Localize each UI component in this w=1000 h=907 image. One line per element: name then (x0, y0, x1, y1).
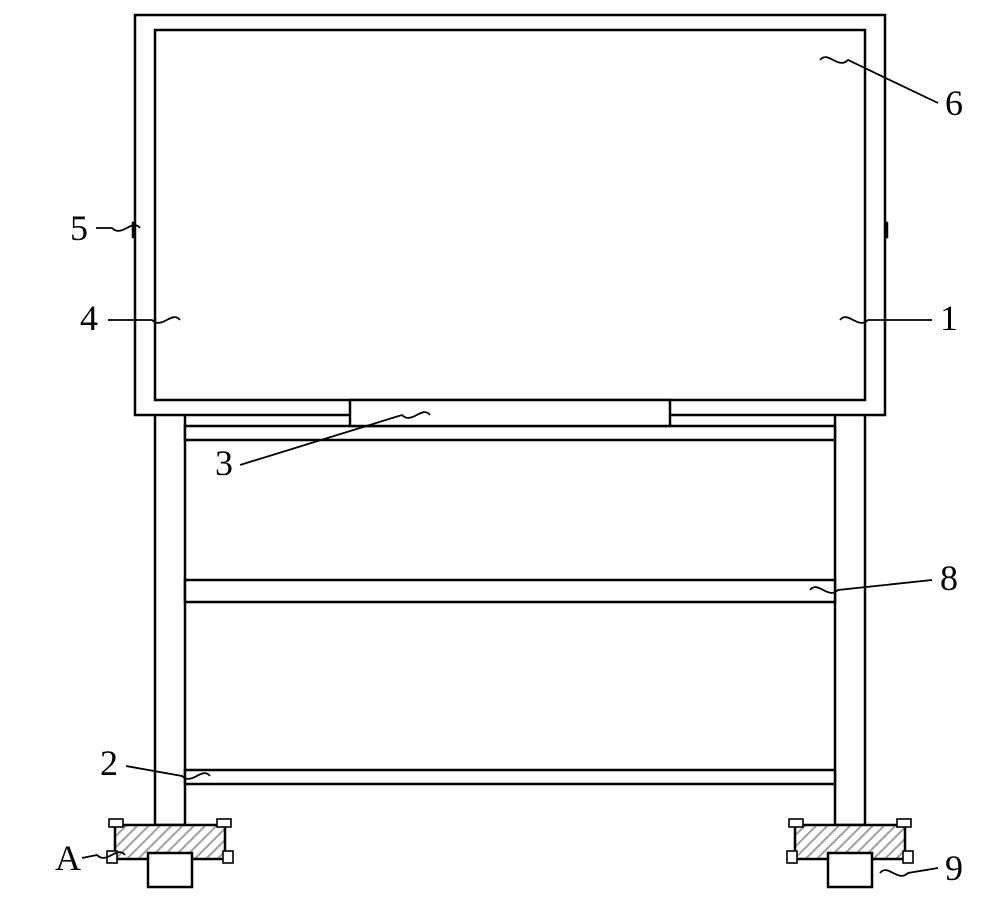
label-l2: 2 (100, 743, 118, 783)
label-l5: 5 (70, 208, 88, 248)
label-l9: 9 (945, 848, 963, 888)
tray (350, 400, 670, 426)
label-lA: A (55, 838, 81, 878)
label-l4: 4 (80, 298, 98, 338)
label-l3: 3 (215, 443, 233, 483)
crossbar (185, 426, 835, 440)
label-l6: 6 (945, 83, 963, 123)
label-l1: 1 (940, 298, 958, 338)
crossbar (185, 770, 835, 784)
board-outer (135, 15, 885, 415)
label-l8: 8 (940, 558, 958, 598)
crossbar (185, 580, 835, 602)
